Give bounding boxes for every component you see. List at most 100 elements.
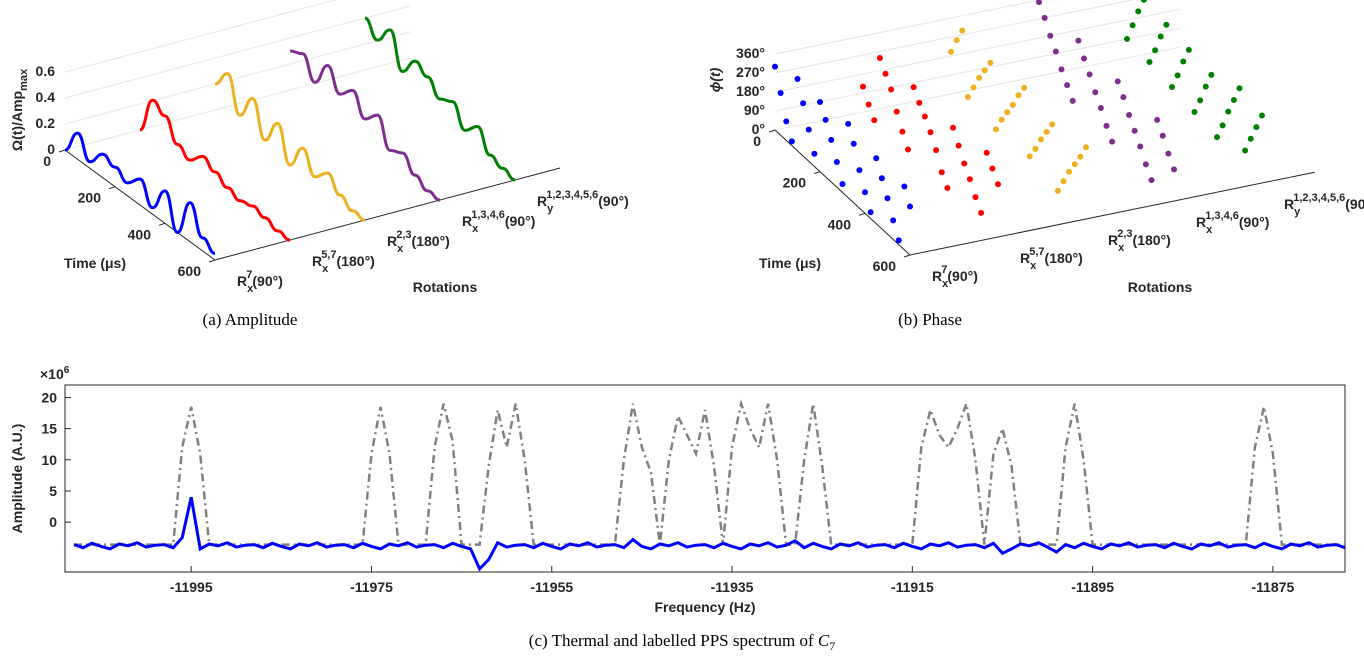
label-sub: x <box>1206 224 1213 236</box>
phase-dot <box>1086 71 1093 78</box>
phase-dot <box>805 126 812 133</box>
phase-dot <box>1041 14 1048 21</box>
phase-dot <box>794 76 801 83</box>
rotation-label: Rx 5,7(180°) <box>1020 246 1083 272</box>
label-base: R <box>237 273 247 289</box>
grid-line <box>64 5 411 99</box>
x-axis-label: Time (μs) <box>759 255 821 271</box>
phase-dot <box>1174 72 1181 79</box>
phase-dot <box>1154 116 1161 123</box>
caption: (a) Amplitude <box>203 310 298 329</box>
phase-dot <box>1148 177 1155 184</box>
phase-dot <box>1047 32 1054 39</box>
phase-dot <box>998 116 1005 123</box>
phase-dot <box>1197 97 1204 104</box>
phase-dot <box>828 136 835 143</box>
label-rest: (90°) <box>1345 196 1364 212</box>
z-tick-label: 0.6 <box>36 63 56 79</box>
grid-line <box>64 31 411 125</box>
phase-dot <box>1049 121 1056 128</box>
phase-dot <box>1169 84 1175 90</box>
x-tick-label: -11935 <box>711 579 754 595</box>
phase-dot <box>1026 153 1033 160</box>
time-tick-label: 0 <box>753 133 761 149</box>
phase-dot <box>944 185 951 192</box>
phase-dot <box>933 147 940 154</box>
phase-dot <box>1021 84 1028 91</box>
phase-dot <box>1208 71 1215 78</box>
phase-dot <box>1060 178 1067 185</box>
phase-dot <box>1242 147 1249 154</box>
caption-var: C <box>818 631 830 650</box>
tick-mark <box>813 171 821 175</box>
phase-dot <box>783 118 790 125</box>
label-base: R <box>1196 214 1206 230</box>
phase-dot <box>950 124 956 131</box>
z-tick-label: 0 <box>47 141 55 157</box>
x-axis-label: Time (μs) <box>64 255 126 271</box>
phase-dot <box>978 209 985 216</box>
phase-dot <box>1230 96 1237 103</box>
phase-dot <box>1069 97 1076 104</box>
grid-line <box>774 27 1180 112</box>
label-sub: y <box>547 203 554 215</box>
phase-dot <box>910 84 917 91</box>
phase-dot <box>1191 109 1198 116</box>
label-rest: (90°) <box>505 213 536 229</box>
y-axis-label: Ω(t)/Ampmax <box>9 68 30 151</box>
phase-dot <box>1043 128 1050 135</box>
phase-dot <box>993 126 999 133</box>
tick-mark <box>768 129 776 133</box>
phase-dot <box>921 113 928 120</box>
phase-dot <box>1236 85 1243 92</box>
z-tick-label: 270° <box>736 64 765 80</box>
time-tick-label: 600 <box>178 263 202 279</box>
phase-dot <box>865 101 872 108</box>
x-axis-label: Frequency (Hz) <box>654 599 755 615</box>
phase-dot <box>895 237 902 244</box>
phase-dot <box>970 84 977 91</box>
phase-dot <box>860 83 866 90</box>
phase-dot <box>1259 112 1265 119</box>
grid-line <box>774 0 1135 74</box>
phase-dot <box>845 120 852 127</box>
phase-dot <box>1075 37 1082 44</box>
phase-dot <box>1146 58 1153 65</box>
tick-mark <box>158 222 166 226</box>
time-tick-label: 200 <box>78 190 102 206</box>
phase-dot <box>1052 48 1059 55</box>
phase-dot <box>1004 109 1011 116</box>
y-tick-label: 15 <box>41 421 57 437</box>
tick-mark <box>903 254 911 258</box>
phase-dot <box>1109 138 1116 145</box>
phase-dot <box>1015 92 1022 99</box>
phase-dot <box>953 37 960 44</box>
z-tick-label: 0° <box>752 121 765 137</box>
phase-dot <box>959 27 966 34</box>
label-sub: x <box>247 283 254 295</box>
phase-dot <box>1137 143 1144 150</box>
phase-dot <box>800 100 807 107</box>
phase-dot <box>1126 112 1132 118</box>
phase-dot <box>981 67 988 74</box>
label-sub: x <box>322 263 329 275</box>
label-sup: 2,3 <box>1117 228 1132 240</box>
plot-frame <box>64 384 1346 573</box>
phase-dot <box>862 189 868 196</box>
time-tick-label: 200 <box>783 175 807 191</box>
phase-dot <box>1097 104 1104 111</box>
x-tick-label: -11995 <box>170 579 213 595</box>
phase-dot <box>995 181 1001 188</box>
phase-dot <box>1054 187 1061 194</box>
phase-dot <box>916 99 923 106</box>
phase-dot <box>1124 36 1130 42</box>
phase-dot <box>1180 58 1187 65</box>
time-axis <box>64 149 216 261</box>
phase-dot <box>817 99 823 105</box>
label-base: R <box>1108 232 1118 248</box>
x-tick-label: -11915 <box>891 579 934 595</box>
y-multiplier: ×106 <box>40 365 70 382</box>
phase-dot <box>893 108 900 115</box>
rotation-axis <box>909 171 1315 256</box>
